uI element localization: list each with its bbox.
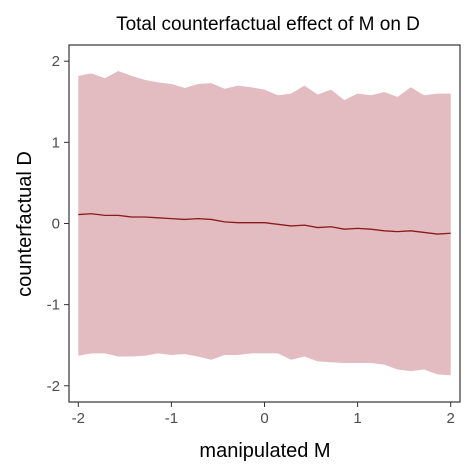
x-tick-label: -1 <box>165 410 178 427</box>
y-tick-label: 2 <box>52 53 60 70</box>
x-tick-label: 0 <box>260 410 268 427</box>
x-axis: -2 -1 0 1 2 <box>72 402 455 427</box>
mean-line <box>78 213 451 235</box>
x-tick-label: -2 <box>72 410 85 427</box>
y-axis-title: counterfactual D <box>14 151 36 297</box>
chart-title: Total counterfactual effect of M on D <box>116 14 420 35</box>
y-axis: -2 -1 0 1 2 <box>47 53 69 395</box>
x-axis-title: manipulated M <box>199 440 330 462</box>
y-tick-label: 1 <box>52 134 60 151</box>
plot-panel <box>68 44 461 403</box>
y-tick-label: -2 <box>47 378 60 395</box>
x-tick-label: 2 <box>447 410 455 427</box>
x-tick-label: 1 <box>353 410 361 427</box>
y-tick-label: -1 <box>47 297 60 314</box>
y-tick-label: 0 <box>52 216 60 233</box>
